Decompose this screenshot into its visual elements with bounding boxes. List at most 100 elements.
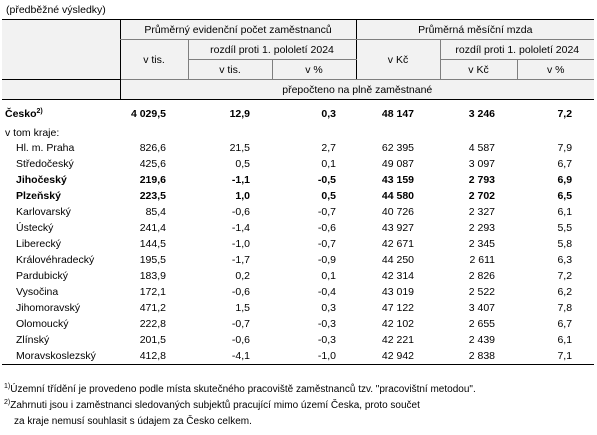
region-value: 44 580 xyxy=(381,190,415,202)
footnote-1: 1)Územní třídění je provedeno podle míst… xyxy=(4,382,476,398)
region-name: Pardubický xyxy=(16,270,68,282)
table-body: Česko2) 4 029,5 12,9 0,3 48 147 3 246 7,… xyxy=(2,100,595,365)
region-value: 7,1 xyxy=(517,348,595,365)
region-value: -1,0 xyxy=(231,238,250,250)
region-value: 1,5 xyxy=(235,302,250,314)
region-name: Liberecký xyxy=(16,238,61,250)
employees-diff-header: rozdíl proti 1. pololetí 2024 xyxy=(187,39,357,60)
total-name-cell: Česko2) xyxy=(2,100,120,127)
col-wage-diff-pct-header: v % xyxy=(516,59,595,80)
total-value: 12,9 xyxy=(229,108,250,120)
table-row: Moravskoslezský 412,8 -4,1 -1,0 42 942 2 838 7… xyxy=(2,348,595,365)
region-value: 826,6 xyxy=(139,142,166,154)
region-value: 44 250 xyxy=(381,254,415,266)
table-row: Olomoucký 222,8 -0,7 -0,3 42 102 2 655 6,7 xyxy=(2,316,594,332)
table-row: Jihočeský 219,6 -1,1 -0,5 43 159 2 793 6,9 xyxy=(2,172,594,188)
region-value: 43 159 xyxy=(381,174,415,186)
total-value: 3 246 xyxy=(468,108,496,120)
region-value: 195,5 xyxy=(139,254,166,266)
region-value: 42 314 xyxy=(381,270,415,282)
preliminary-results-label: (předběžné výsledky) xyxy=(6,4,106,16)
region-value: 3 097 xyxy=(468,158,496,170)
table-row: Pardubický 183,9 0,2 0,1 42 314 2 826 7,2 xyxy=(2,268,594,284)
region-name: Vysočina xyxy=(16,286,59,298)
region-value: 241,4 xyxy=(139,222,166,234)
region-value: 7,9 xyxy=(557,142,573,154)
region-value: 42 942 xyxy=(356,348,441,365)
region-name: Olomoucký xyxy=(16,318,69,330)
wage-diff-header: rozdíl proti 1. pololetí 2024 xyxy=(439,39,595,60)
region-value: 172,1 xyxy=(139,286,166,298)
region-value: -0,4 xyxy=(317,286,337,298)
regions-subheading: v tom kraje: xyxy=(5,127,60,139)
region-value: 21,5 xyxy=(229,142,250,154)
region-value: 0,1 xyxy=(321,158,337,170)
row-label-header-cell xyxy=(2,19,120,80)
region-value: 223,5 xyxy=(139,190,166,202)
region-name: Jihomoravský xyxy=(16,302,81,314)
table-row: Středočeský 425,6 0,5 0,1 49 087 3 097 6,7 xyxy=(2,156,594,172)
region-value: 2 345 xyxy=(468,238,496,250)
region-value: 201,5 xyxy=(139,334,166,346)
region-value: 2 793 xyxy=(468,174,496,186)
region-value: -0,7 xyxy=(317,206,337,218)
region-value: 6,1 xyxy=(557,206,573,218)
col-employees-total-header: v tis. xyxy=(119,39,188,80)
footnote-1-mark: 1) xyxy=(4,383,11,390)
col-employees-diff-abs-header: v tis. xyxy=(187,59,272,80)
employees-group-header: Průměrný evidenční počet zaměstnanců xyxy=(119,19,357,40)
col-wage-total-header: v Kč xyxy=(355,39,441,80)
region-value: 42 102 xyxy=(381,318,415,330)
col-employees-diff-pct-header: v % xyxy=(271,59,357,80)
footnote-2-mark: 2) xyxy=(4,399,11,406)
total-value: 7,2 xyxy=(557,108,573,120)
region-value: 6,5 xyxy=(557,190,573,202)
region-value: 47 122 xyxy=(381,302,415,314)
region-value: -0,7 xyxy=(231,318,250,330)
region-value: -0,9 xyxy=(317,254,337,266)
footnote-2: 2)Zahrnuti jsou i zaměstnanci sledovanýc… xyxy=(4,398,476,414)
region-value: 5,5 xyxy=(557,222,573,234)
region-value: -0,5 xyxy=(317,174,337,186)
region-name: Jihočeský xyxy=(16,174,67,186)
region-value: 0,5 xyxy=(235,158,250,170)
table-row: Královéhradecký 195,5 -1,7 -0,9 44 250 2 611 6… xyxy=(2,252,594,268)
region-value: -1,0 xyxy=(272,348,357,365)
total-value: 0,3 xyxy=(321,108,337,120)
region-value: 183,9 xyxy=(139,270,166,282)
region-name: Královéhradecký xyxy=(16,254,95,266)
region-value: -1,7 xyxy=(231,254,250,266)
region-value: 4 587 xyxy=(468,142,496,154)
region-value: -1,1 xyxy=(231,174,250,186)
footnote-2-text: Zahrnuti jsou i zaměstnanci sledovaných … xyxy=(10,400,420,411)
table-row: Jihomoravský 471,2 1,5 0,3 47 122 3 407 7,8 xyxy=(2,300,594,316)
region-value: 49 087 xyxy=(381,158,415,170)
region-value: 6,2 xyxy=(557,286,573,298)
total-value: 4 029,5 xyxy=(130,108,166,120)
footnotes: 1)Územní třídění je provedeno podle míst… xyxy=(4,382,476,430)
region-name: Zlínský xyxy=(16,334,50,346)
region-value: -1,4 xyxy=(231,222,250,234)
region-value: -4,1 xyxy=(188,348,272,365)
region-value: 2 655 xyxy=(468,318,496,330)
region-value: 222,8 xyxy=(139,318,166,330)
region-value: 2 522 xyxy=(468,286,496,298)
region-value: 219,6 xyxy=(139,174,166,186)
region-value: 0,5 xyxy=(321,190,337,202)
subheading-row: v tom kraje: xyxy=(2,126,594,140)
region-value: -0,6 xyxy=(317,222,337,234)
table-row: Karlovarský 85,4 -0,6 -0,7 40 726 2 327 6,1 xyxy=(2,204,594,220)
wage-group-header: Průměrná měsíční mzda xyxy=(355,19,595,40)
region-value: 42 221 xyxy=(381,334,415,346)
region-value: -0,3 xyxy=(317,334,337,346)
region-value: 0,2 xyxy=(235,270,250,282)
recalc-note: přepočteno na plně zaměstnané xyxy=(119,79,595,100)
region-value: -0,6 xyxy=(231,206,250,218)
region-value: 6,9 xyxy=(557,174,573,186)
region-value: 5,8 xyxy=(557,238,573,250)
region-value: 6,7 xyxy=(557,158,573,170)
region-value: 7,2 xyxy=(557,270,573,282)
table-row: Hl. m. Praha 826,6 21,5 2,7 62 395 4 587 7,9 xyxy=(2,140,594,156)
table-row: Liberecký 144,5 -1,0 -0,7 42 671 2 345 5,8 xyxy=(2,236,594,252)
regional-wages-table: Průměrný evidenční počet zaměstnanců Prů… xyxy=(2,19,595,365)
